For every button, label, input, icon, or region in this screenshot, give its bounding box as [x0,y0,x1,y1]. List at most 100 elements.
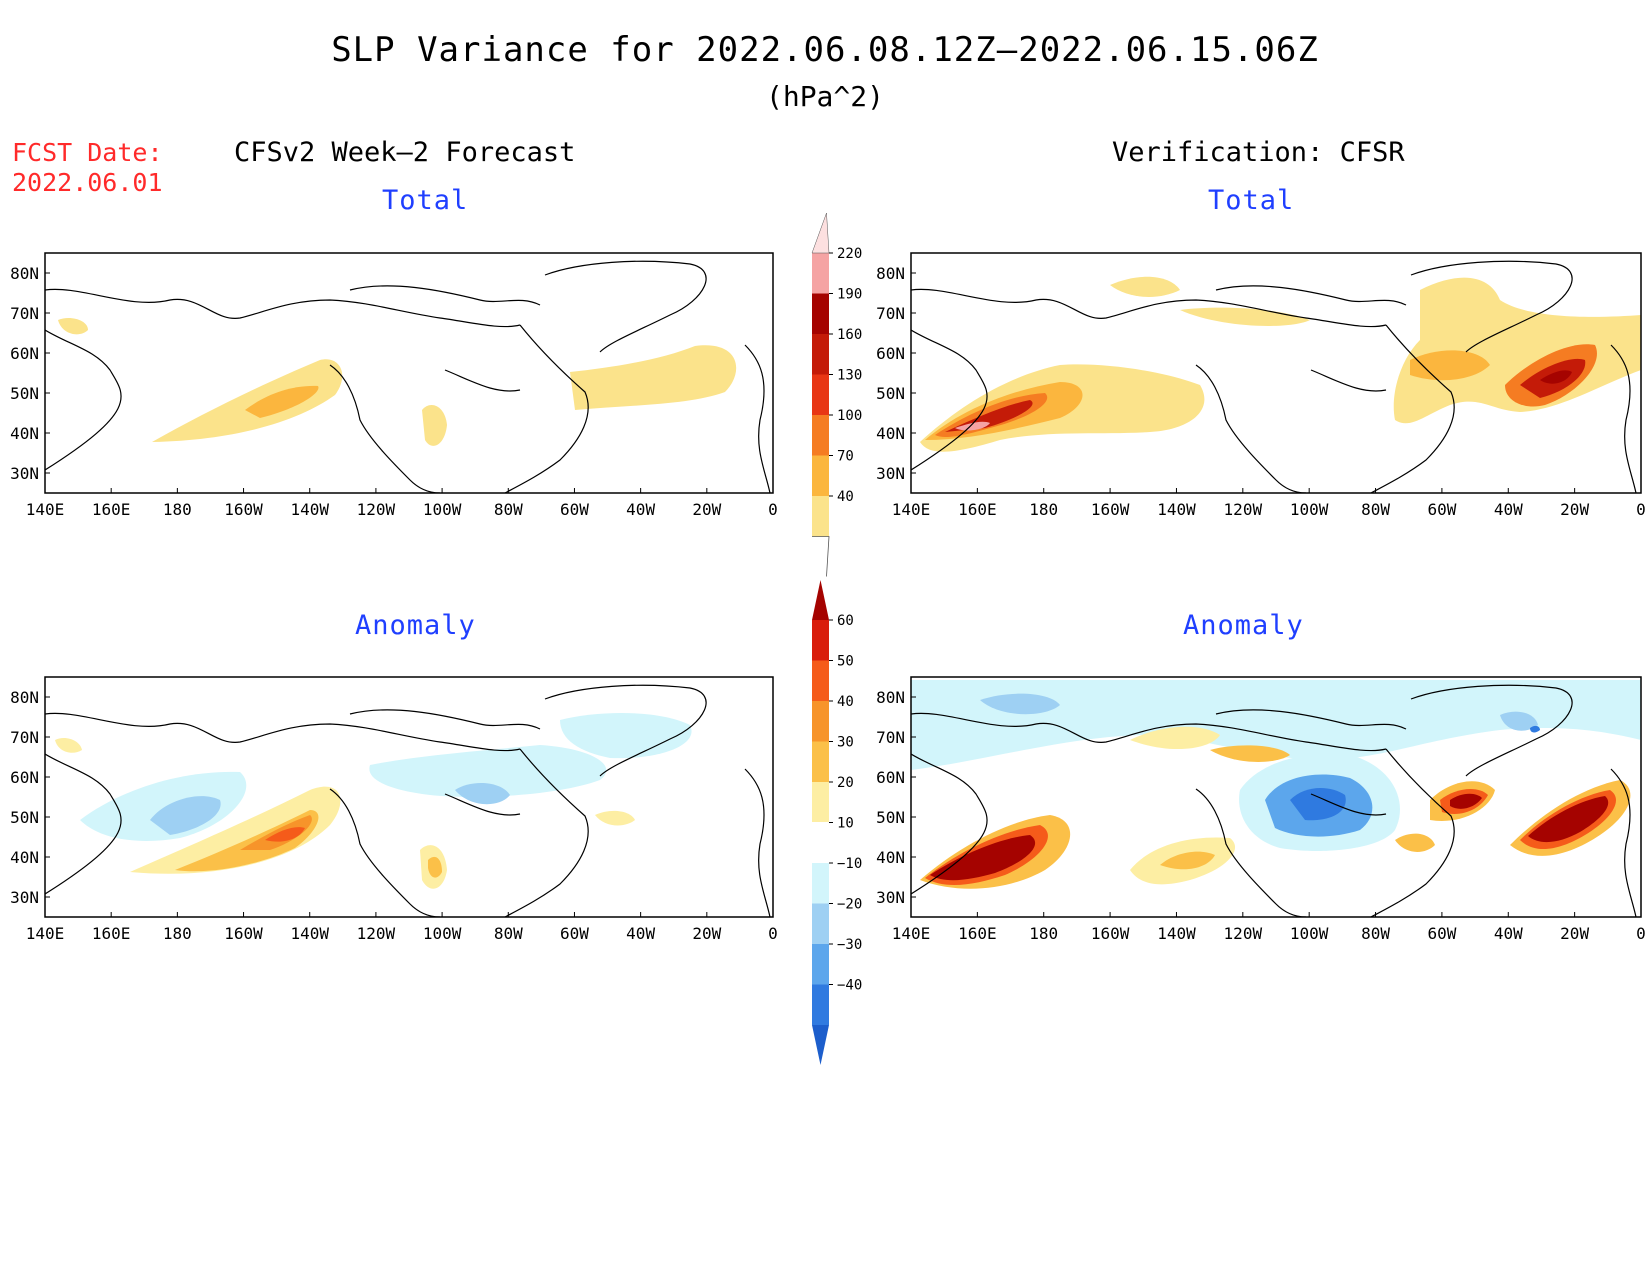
coastlines [911,684,1637,917]
lon-tick-label: 40W [1494,500,1523,519]
lon-tick-label: 160E [92,924,131,943]
colorbar-total-label: 70 [837,449,854,465]
colorbar-total-label: 160 [837,327,862,343]
colorbar-total-box [812,496,829,537]
frame-forecast-anomaly [44,676,774,918]
lat-tick-label: 60N [876,344,905,363]
lon-tick-label: 60W [560,500,589,519]
lon-tick-label: 160E [958,924,997,943]
lat-tick-label: 50N [10,808,39,827]
lon-tick-label: 100W [1290,500,1329,519]
colorbar-anomaly-box [812,944,829,985]
coastlines [45,260,771,493]
lon-tick-label: 120W [357,924,396,943]
lat-tick-label: 50N [876,808,905,827]
panel-title-forecast-total: Total [382,185,469,216]
fcst-date-value: 2022.06.01 [12,168,163,197]
lon-tick-label: 0 [768,924,778,943]
coastlines [911,260,1637,493]
lat-tick-label: 80N [876,264,905,283]
lat-tick-label: 30N [876,888,905,907]
lon-tick-label: 80W [1361,500,1390,519]
lat-tick-label: 60N [10,768,39,787]
map-forecast-total [45,260,771,493]
lon-tick-label: 180 [163,924,192,943]
colorbar-total-label: 130 [837,368,862,384]
colorbar-anomaly-label: 10 [837,816,854,832]
colorbar-anomaly-bottom-triangle [812,1025,829,1065]
colorbar-anomaly-box [812,701,829,742]
map-verification-anomaly [911,680,1641,917]
lon-tick-label: 160W [224,924,263,943]
map-forecast-anomaly [45,684,771,917]
colorbar-total-label: 100 [837,408,862,424]
lat-tick-label: 40N [10,848,39,867]
colorbar-total-box [812,293,829,334]
lon-tick-label: 140E [26,924,65,943]
colorbar-anomaly-box [812,620,829,661]
lon-tick-label: 40W [626,924,655,943]
lat-tick-label: 70N [10,728,39,747]
lon-tick-label: 40W [1494,924,1523,943]
lon-tick-label: 80W [1361,924,1390,943]
frame-forecast-total [44,252,774,494]
shaded-field [920,276,1641,452]
lon-tick-label: 120W [1224,500,1263,519]
colorbar-total-top-triangle [811,212,830,254]
lat-tick-label: 80N [10,264,39,283]
lon-tick-label: 20W [692,500,721,519]
panel-title-forecast-anomaly: Anomaly [355,610,476,641]
colorbar-total: 40 70 100 130 160 190 220 [811,212,862,577]
shaded-field [55,713,692,889]
panel-title-verification-total: Total [1208,185,1295,216]
colorbar-total-box [812,253,829,294]
axes-forecast-anomaly: 140E 160E 180 160W 140W 120W 100W 80W 60W 40W 20W 0… [10,688,778,943]
lat-tick-label: 70N [10,304,39,323]
lon-tick-label: 60W [560,924,589,943]
lat-tick-label: 40N [876,848,905,867]
lat-tick-label: 60N [10,344,39,363]
lon-tick-label: 80W [494,924,523,943]
lon-tick-label: 0 [1636,500,1646,519]
lat-tick-label: 70N [876,304,905,323]
colorbar-anomaly-box [812,782,829,823]
colorbar-total-label: 40 [837,489,854,505]
lon-tick-label: 100W [1290,924,1329,943]
map-verification-total [911,260,1641,493]
axes-verification-anomaly: 140E 160E 180 160W 140W 120W 100W 80W 60W 40W 20W 0… [876,688,1646,943]
colorbar-anomaly-label: 50 [837,654,854,670]
colorbar-anomaly-top-triangle [812,580,829,620]
lon-tick-label: 140E [892,500,931,519]
lon-tick-label: 140W [290,500,329,519]
lat-tick-label: 40N [876,424,905,443]
lat-tick-label: 30N [10,464,39,483]
frame-verification-total [910,252,1642,494]
lon-tick-label: 140E [892,924,931,943]
lon-tick-label: 140E [26,500,65,519]
coastlines [45,684,771,917]
lon-tick-label: 0 [1636,924,1646,943]
lat-tick-label: 30N [876,464,905,483]
lon-tick-label: 180 [1029,500,1058,519]
colorbar-anomaly-label: −40 [837,978,862,994]
colorbar-anomaly-box [812,903,829,944]
lon-tick-label: 100W [423,924,462,943]
shaded-field [911,680,1641,889]
colorbar-anomaly-label: 60 [837,613,854,629]
panel-title-verification-anomaly: Anomaly [1183,610,1304,641]
lat-tick-label: 80N [876,688,905,707]
lon-tick-label: 160E [92,500,131,519]
colorbar-anomaly-box [812,863,829,904]
colorbar-anomaly-box [812,741,829,782]
lon-tick-label: 160E [958,500,997,519]
lat-tick-label: 60N [876,768,905,787]
colorbar-anomaly-label: −20 [837,897,862,913]
lat-tick-label: 40N [10,424,39,443]
main-title: SLP Variance for 2022.06.08.12Z–2022.06.… [331,30,1319,70]
colorbar-anomaly-label: 40 [837,694,854,710]
lon-tick-label: 20W [1560,500,1589,519]
lon-tick-label: 80W [494,500,523,519]
colorbar-total-label: 220 [837,246,862,262]
lat-tick-label: 30N [10,888,39,907]
